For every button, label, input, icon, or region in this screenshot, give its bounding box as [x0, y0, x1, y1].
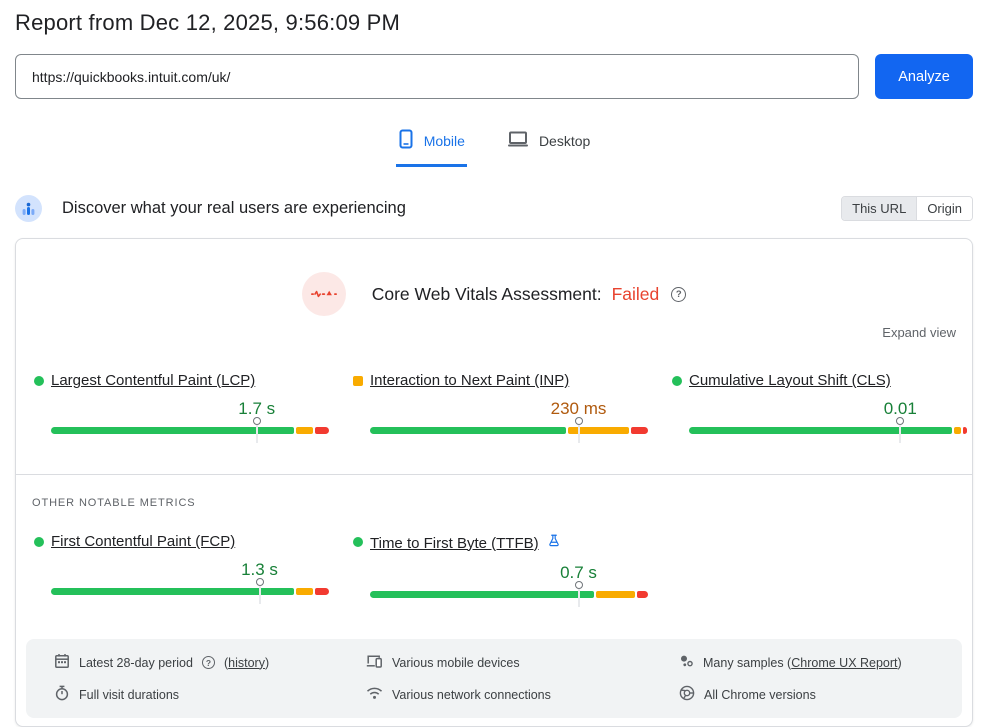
other-metrics-row: First Contentful Paint (FCP) 1.3 s Time … — [16, 533, 972, 611]
ttfb-rating-indicator — [353, 537, 363, 547]
scope-toggle: This URL Origin — [841, 196, 973, 221]
visit-durations-text: Full visit durations — [79, 687, 180, 702]
expand-view-link[interactable]: Expand view — [882, 325, 956, 340]
data-source-footer: Latest 28-day period (history) Various m… — [26, 639, 962, 718]
bar-good — [370, 591, 594, 598]
cwv-assessment-prefix: Core Web Vitals Assessment: — [371, 283, 602, 304]
devices-icon — [366, 653, 383, 672]
cls-rating-indicator — [672, 376, 682, 386]
cwv-waveform-icon — [301, 272, 346, 316]
bar-poor — [636, 591, 648, 598]
history-link[interactable]: history — [228, 655, 265, 670]
url-bar: Analyze — [15, 54, 973, 99]
bar-good — [51, 588, 295, 595]
metric-lcp: Largest Contentful Paint (LCP) 1.7 s — [34, 372, 330, 447]
experimental-flask-icon[interactable] — [547, 533, 561, 553]
bar-good — [51, 427, 295, 434]
cwv-status-failed: Failed — [611, 283, 660, 304]
page-title: Report from Dec 12, 2025, 9:56:09 PM — [15, 10, 401, 35]
real-users-icon — [15, 195, 42, 222]
history-link-wrap: (history) — [223, 655, 270, 670]
cwv-assessment-header: Core Web Vitals Assessment: Failed — [16, 272, 972, 316]
collection-period-item: Latest 28-day period (history) — [54, 653, 366, 672]
bar-poor — [315, 588, 330, 595]
network-text: Various network connections — [392, 687, 551, 702]
help-icon[interactable] — [201, 656, 215, 669]
lcp-link[interactable]: Largest Contentful Paint (LCP) — [51, 372, 256, 389]
cls-value: 0.01 — [883, 399, 917, 418]
samples-icon — [679, 654, 694, 672]
cls-distribution-bar — [689, 417, 967, 443]
tab-mobile-label: Mobile — [423, 132, 465, 149]
cwv-assessment-title: Core Web Vitals Assessment: Failed — [372, 284, 687, 305]
tab-desktop-label: Desktop — [538, 132, 591, 149]
tab-mobile[interactable]: Mobile — [395, 125, 467, 167]
inp-link[interactable]: Interaction to Next Paint (INP) — [370, 372, 570, 389]
bar-poor — [315, 427, 330, 434]
field-data-heading: Discover what your real users are experi… — [62, 199, 406, 217]
url-input[interactable] — [15, 54, 859, 99]
bar-ni — [567, 427, 630, 434]
network-wifi-icon — [366, 686, 383, 703]
bar-poor — [631, 427, 649, 434]
network-item: Various network connections — [366, 686, 679, 703]
other-metrics-label: OTHER NOTABLE METRICS — [32, 497, 196, 509]
field-data-card: Core Web Vitals Assessment: Failed Expan… — [15, 238, 973, 727]
metric-inp: Interaction to Next Paint (INP) 230 ms — [353, 372, 649, 447]
bar-ni — [953, 427, 961, 434]
inp-distribution-bar — [370, 417, 649, 443]
stopwatch-icon — [54, 685, 70, 704]
expand-view-row: Expand view — [16, 324, 972, 342]
fcp-distribution-bar — [51, 578, 330, 604]
devices-text: Various mobile devices — [392, 655, 520, 670]
core-metrics-row: Largest Contentful Paint (LCP) 1.7 s Int… — [16, 372, 972, 447]
chrome-icon — [679, 685, 695, 704]
section-divider — [16, 474, 972, 475]
help-icon[interactable] — [671, 286, 687, 302]
visit-durations-item: Full visit durations — [54, 685, 366, 704]
scope-origin[interactable]: Origin — [916, 197, 972, 220]
bar-ni — [296, 427, 314, 434]
lcp-distribution-bar — [51, 417, 330, 443]
collection-period-text: Latest 28-day period — [79, 655, 193, 670]
lcp-value: 1.7 s — [238, 399, 276, 418]
crux-report-link[interactable]: Chrome UX Report — [791, 655, 898, 670]
calendar-icon — [54, 653, 70, 672]
bar-good — [689, 427, 952, 434]
mobile-phone-icon — [398, 129, 414, 152]
fcp-link[interactable]: First Contentful Paint (FCP) — [51, 533, 236, 550]
bar-ni — [595, 591, 635, 598]
lcp-rating-indicator — [34, 376, 44, 386]
field-data-header: Discover what your real users are experi… — [15, 195, 973, 222]
empty-metric-slot — [689, 533, 967, 611]
metric-ttfb: Time to First Byte (TTFB) 0.7 s — [353, 533, 648, 611]
device-tabs: Mobile Desktop — [15, 125, 973, 167]
bar-ni — [296, 588, 314, 595]
fcp-rating-indicator — [34, 537, 44, 547]
desktop-laptop-icon — [507, 130, 529, 151]
metric-fcp: First Contentful Paint (FCP) 1.3 s — [34, 533, 330, 611]
inp-rating-indicator — [353, 376, 363, 386]
samples-item: Many samples (Chrome UX Report) — [679, 654, 962, 672]
chrome-versions-text: All Chrome versions — [704, 687, 816, 702]
ttfb-value: 0.7 s — [560, 563, 597, 582]
chrome-versions-item: All Chrome versions — [679, 685, 962, 704]
fcp-value: 1.3 s — [241, 560, 278, 579]
analyze-button[interactable]: Analyze — [875, 54, 973, 99]
bar-good — [370, 427, 566, 434]
samples-text: Many samples (Chrome UX Report) — [703, 655, 902, 670]
inp-value: 230 ms — [550, 399, 607, 418]
devices-item: Various mobile devices — [366, 653, 679, 672]
ttfb-link[interactable]: Time to First Byte (TTFB) — [370, 534, 539, 552]
bar-poor — [962, 427, 967, 434]
metric-cls: Cumulative Layout Shift (CLS) 0.01 — [672, 372, 967, 447]
scope-this-url[interactable]: This URL — [842, 197, 917, 220]
tab-desktop[interactable]: Desktop — [505, 125, 592, 167]
cls-link[interactable]: Cumulative Layout Shift (CLS) — [689, 372, 891, 389]
ttfb-distribution-bar — [370, 581, 648, 607]
